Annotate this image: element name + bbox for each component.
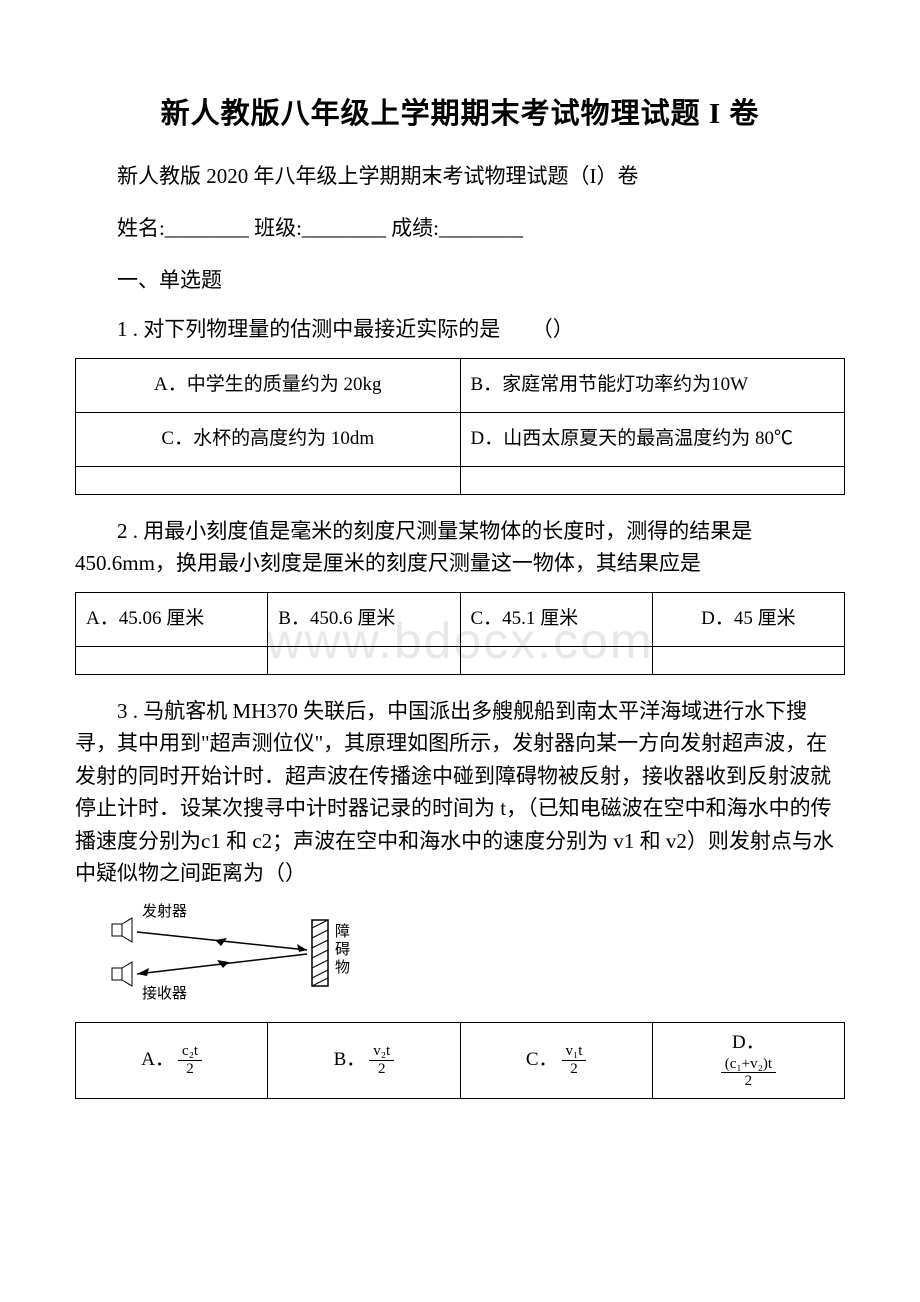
page-title: 新人教版八年级上学期期末考试物理试题 I 卷: [75, 90, 845, 132]
table-row: C．水杯的高度约为 10dm D．山西太原夏天的最高温度约为 80℃: [76, 412, 845, 466]
option-a: A．中学生的质量约为 20kg: [76, 358, 461, 412]
option-b: B．家庭常用节能灯功率约为10W: [460, 358, 845, 412]
empty-cell: [268, 646, 460, 674]
table-row: [76, 466, 845, 494]
table-row: [76, 646, 845, 674]
option-c: C．45.1 厘米: [460, 592, 652, 646]
option-a: A． c₂t 2: [76, 1022, 268, 1098]
option-c: C．水杯的高度约为 10dm: [76, 412, 461, 466]
table-row: A． c₂t 2 B． v₂t 2 C．: [76, 1022, 845, 1098]
empty-cell: [460, 646, 652, 674]
question-3-options-table: A． c₂t 2 B． v₂t 2 C．: [75, 1022, 845, 1099]
section-header: 一、单选题: [75, 264, 845, 294]
svg-text:物: 物: [335, 959, 350, 976]
subtitle: 新人教版 2020 年八年级上学期期末考试物理试题（I）卷: [75, 160, 845, 190]
option-a: A．45.06 厘米: [76, 592, 268, 646]
svg-text:碍: 碍: [335, 942, 350, 958]
question-1-text: 1 . 对下列物理量的估测中最接近实际的是 （）: [75, 314, 845, 346]
document-content: 新人教版八年级上学期期末考试物理试题 I 卷 新人教版 2020 年八年级上学期…: [75, 90, 845, 1099]
receiver-label: 接收器: [142, 985, 187, 1002]
option-d: D．45 厘米: [652, 592, 844, 646]
table-row: A．45.06 厘米 B．450.6 厘米 C．45.1 厘米 D．45 厘米: [76, 592, 845, 646]
option-b: B．450.6 厘米: [268, 592, 460, 646]
ultrasonic-diagram: 发射器 接收器 障 碍 物: [107, 902, 845, 1007]
empty-cell: [76, 466, 461, 494]
svg-text:障: 障: [335, 922, 350, 940]
student-info-line: 姓名:________ 班级:________ 成绩:________: [75, 212, 845, 242]
empty-cell: [76, 646, 268, 674]
option-d: D．山西太原夏天的最高温度约为 80℃: [460, 412, 845, 466]
option-b: B． v₂t 2: [268, 1022, 460, 1098]
question-1-options-table: A．中学生的质量约为 20kg B．家庭常用节能灯功率约为10W C．水杯的高度…: [75, 358, 845, 495]
empty-cell: [460, 466, 845, 494]
question-2-options-table: A．45.06 厘米 B．450.6 厘米 C．45.1 厘米 D．45 厘米: [75, 592, 845, 675]
option-d: D． (c₁+v₂)t 2: [652, 1022, 844, 1098]
question-3-text: 3 . 马航客机 MH370 失联后，中国派出多艘舰船到南太平洋海域进行水下搜寻…: [75, 695, 845, 890]
diagram-svg: 发射器 接收器 障 碍 物: [107, 902, 387, 1002]
emitter-label: 发射器: [142, 903, 187, 920]
empty-cell: [652, 646, 844, 674]
table-row: A．中学生的质量约为 20kg B．家庭常用节能灯功率约为10W: [76, 358, 845, 412]
option-c: C． v₁t 2: [460, 1022, 652, 1098]
question-2-text: 2 . 用最小刻度值是毫米的刻度尺测量某物体的长度时，测得的结果是 450.6m…: [75, 515, 845, 580]
